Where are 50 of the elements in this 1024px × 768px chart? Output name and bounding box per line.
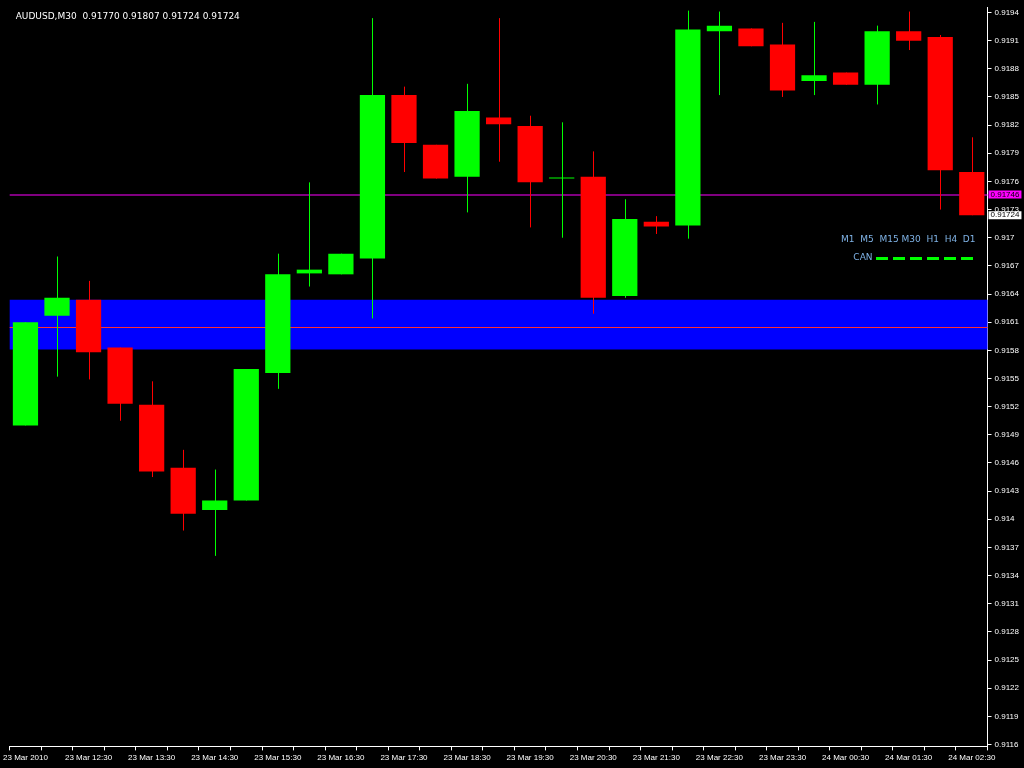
x-tick-label: 23 Mar 15:30 <box>254 753 302 763</box>
y-tick-label: 0.914 <box>994 514 1016 524</box>
candlestick <box>202 469 228 557</box>
y-tick-label: 0.9182 <box>994 120 1020 130</box>
x-tick-label: 23 Mar 21:30 <box>632 753 681 763</box>
x-tick-label: 23 Mar 20:30 <box>569 753 618 763</box>
x-tick-label: 24 Mar 02:30 <box>948 753 996 763</box>
y-tick-label: 0.9134 <box>994 570 1020 580</box>
y-tick-label: 0.9191 <box>994 35 1020 45</box>
y-tick-label: 0.9146 <box>994 458 1020 468</box>
x-tick-label: 23 Mar 13:30 <box>128 753 176 763</box>
chart-title: AUDUSD,M30 0.91770 0.91807 0.91724 0.91724 <box>15 10 241 21</box>
y-tick-label: 0.9188 <box>994 64 1020 74</box>
x-tick-label: 23 Mar 18:30 <box>443 753 492 763</box>
y-tick-label: 0.9161 <box>994 317 1020 327</box>
y-tick-label: 0.9125 <box>994 655 1020 665</box>
annotation: CAN <box>853 252 873 263</box>
candlestick <box>485 17 512 163</box>
y-tick-label: 0.9176 <box>994 176 1020 186</box>
y-tick-label: 0.9152 <box>994 401 1020 411</box>
y-tick-label: 0.9164 <box>994 289 1020 299</box>
x-tick-label: 23 Mar 16:30 <box>317 753 366 763</box>
y-tick-label: 0.9185 <box>994 92 1020 102</box>
x-tick-label: 23 Mar 17:30 <box>380 753 429 763</box>
y-tick-label: 0.9149 <box>994 430 1020 440</box>
y-tick-label: 0.9179 <box>994 148 1020 158</box>
x-tick-label: 23 Mar 19:30 <box>506 753 555 763</box>
y-tick-label: 0.9122 <box>994 683 1020 693</box>
x-tick-label: 23 Mar 23:30 <box>758 753 807 763</box>
x-tick-label: 23 Mar 2010 <box>3 753 49 763</box>
y-tick-label: 0.9194 <box>994 7 1020 17</box>
y-tick-label: 0.9131 <box>994 598 1020 608</box>
candlestick <box>801 21 827 96</box>
annotation: M1 M5 M15 M30 H1 H4 D1 <box>841 234 976 245</box>
x-tick-label: 23 Mar 12:30 <box>64 753 113 763</box>
y-tick-label: 0.9167 <box>994 261 1020 271</box>
x-tick-label: 24 Mar 01:30 <box>885 753 933 763</box>
candlestick <box>549 121 575 239</box>
x-tick-label: 23 Mar 14:30 <box>191 753 239 763</box>
x-tick-label: 23 Mar 22:30 <box>695 753 744 763</box>
y-tick-label: 0.9119 <box>994 711 1019 721</box>
x-tick-label: 24 Mar 00:30 <box>822 753 870 763</box>
y-tick-label: 0.917 <box>994 232 1016 242</box>
y-tick-label: 0.9128 <box>994 627 1020 637</box>
y-tick-label: 0.9137 <box>994 542 1020 552</box>
y-tick-label: 0.9116 <box>994 739 1019 749</box>
y-tick-label: 0.9155 <box>994 373 1020 383</box>
ref-line-label: 0.91746 <box>990 189 1020 199</box>
y-tick-label: 0.9143 <box>994 486 1020 496</box>
y-tick-label: 0.9158 <box>994 345 1020 355</box>
